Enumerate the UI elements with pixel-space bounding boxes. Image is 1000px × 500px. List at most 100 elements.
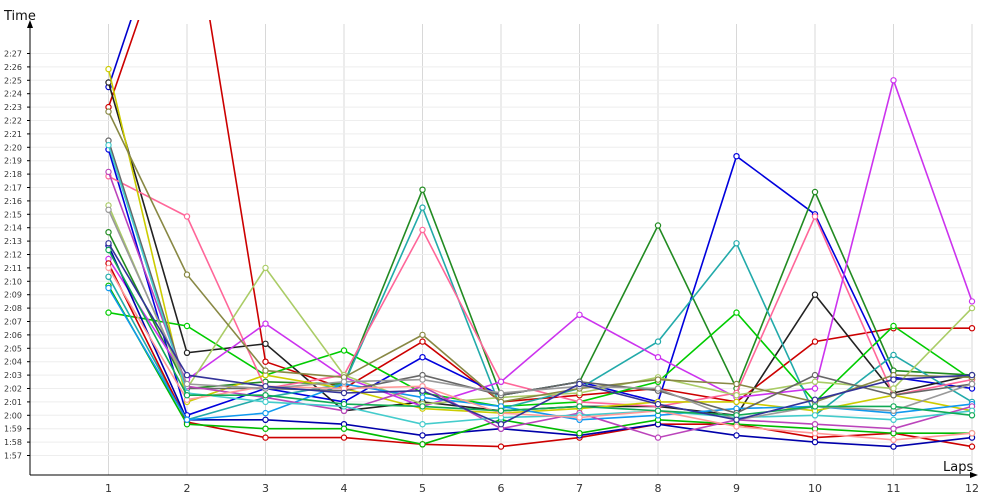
data-point xyxy=(340,425,348,432)
series-line xyxy=(107,263,973,448)
data-point xyxy=(890,416,897,423)
data-point xyxy=(105,284,112,292)
data-point xyxy=(183,392,191,399)
x-tick-label: 7 xyxy=(576,482,583,495)
y-tick-labels: 1:57 1:58 1:59 2:00 2:01 2:02 2:03 2:04 2:05 2:06… xyxy=(4,50,22,461)
y-tick-label: 2:21 xyxy=(4,130,22,139)
y-tick-label: 2:16 xyxy=(4,197,22,206)
data-point xyxy=(968,371,976,379)
y-tick-label: 2:14 xyxy=(4,224,22,233)
x-tick-label: 6 xyxy=(498,482,505,495)
y-tick-label: 2:07 xyxy=(4,318,22,327)
data-point xyxy=(340,434,348,441)
y-tick-label: 2:00 xyxy=(4,411,22,420)
y-tick-label: 2:24 xyxy=(4,90,22,99)
data-point xyxy=(733,380,740,388)
data-point xyxy=(733,152,740,160)
y-tick-label: 2:08 xyxy=(4,304,22,313)
data-point xyxy=(654,434,662,441)
y-tick-label: 2:26 xyxy=(4,63,22,72)
data-point xyxy=(811,291,819,298)
data-point xyxy=(890,322,897,330)
y-tick-label: 2:01 xyxy=(4,398,22,407)
data-point xyxy=(968,298,976,305)
data-point xyxy=(262,398,269,406)
x-axis-title: Laps xyxy=(943,460,973,475)
data-point xyxy=(654,400,662,408)
data-point xyxy=(654,376,662,383)
data-point xyxy=(576,311,583,318)
data-point xyxy=(105,141,112,149)
data-point xyxy=(811,213,819,220)
data-point xyxy=(576,430,583,437)
data-point xyxy=(419,421,426,428)
data-point xyxy=(105,65,112,73)
data-point xyxy=(105,264,112,272)
data-point xyxy=(419,387,426,394)
data-point xyxy=(419,354,426,361)
data-point xyxy=(733,432,740,439)
y-tick-label: 2:20 xyxy=(4,143,22,152)
data-point xyxy=(419,186,426,193)
data-point xyxy=(262,340,269,347)
data-point xyxy=(183,371,191,379)
x-tick-label: 4 xyxy=(341,482,348,495)
data-point xyxy=(262,392,269,399)
x-tick-label: 1 xyxy=(105,482,112,495)
data-point xyxy=(340,378,348,385)
data-point xyxy=(811,371,819,379)
series-line xyxy=(107,144,973,426)
data-point xyxy=(890,77,897,84)
x-tick-label: 8 xyxy=(655,482,662,495)
data-point xyxy=(419,432,426,439)
data-point xyxy=(419,226,426,234)
y-tick-label: 2:19 xyxy=(4,157,22,166)
data-point xyxy=(811,385,819,392)
data-point xyxy=(733,423,740,430)
data-point xyxy=(968,412,976,419)
data-point xyxy=(890,392,897,399)
data-point xyxy=(654,354,662,361)
data-point xyxy=(968,430,976,437)
data-point xyxy=(183,271,191,278)
x-tick-label: 12 xyxy=(965,482,979,495)
series-9 xyxy=(105,77,976,410)
data-point xyxy=(183,322,191,330)
data-point xyxy=(262,416,269,423)
y-tick-label: 1:59 xyxy=(4,425,22,434)
series-line xyxy=(107,77,973,408)
x-axis-arrow xyxy=(970,472,978,478)
data-point xyxy=(890,351,897,359)
data-point xyxy=(733,392,740,399)
series-line xyxy=(107,285,972,446)
data-point xyxy=(262,367,269,374)
data-point xyxy=(262,320,269,327)
series-line xyxy=(107,111,973,403)
data-point xyxy=(733,240,740,247)
y-tick-label: 2:10 xyxy=(4,277,22,286)
y-tick-label: 2:12 xyxy=(4,251,22,260)
y-tick-label: 2:15 xyxy=(4,210,22,219)
data-point xyxy=(183,213,191,220)
axes xyxy=(27,20,978,478)
data-point xyxy=(497,378,505,385)
data-point xyxy=(340,400,348,408)
data-point xyxy=(733,309,740,316)
data-point xyxy=(811,378,819,385)
y-tick-label: 2:13 xyxy=(4,237,22,246)
data-point xyxy=(968,325,976,332)
data-point xyxy=(497,421,505,428)
series-22 xyxy=(105,246,976,419)
data-point xyxy=(419,204,426,211)
series-line xyxy=(107,245,973,448)
y-tick-label: 1:58 xyxy=(4,438,22,447)
y-tick-label: 2:17 xyxy=(4,184,22,193)
data-point xyxy=(654,222,662,229)
data-point xyxy=(811,403,819,410)
data-point xyxy=(890,425,897,432)
data-point xyxy=(733,416,740,423)
data-point xyxy=(419,394,426,401)
y-axis-title: Time xyxy=(3,9,36,24)
data-point xyxy=(183,349,191,356)
data-point xyxy=(890,443,897,450)
